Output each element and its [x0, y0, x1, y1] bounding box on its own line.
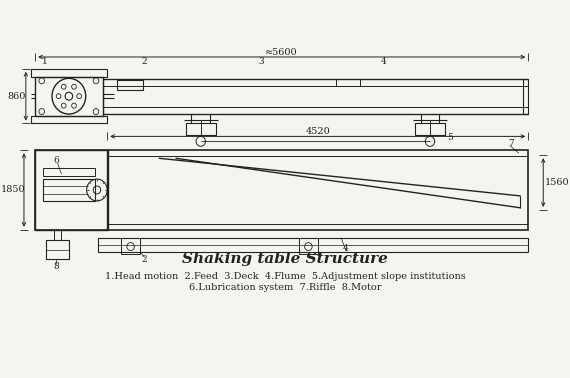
Text: 7: 7 — [508, 139, 514, 148]
Text: 5: 5 — [447, 133, 454, 142]
Bar — [31, 69, 107, 77]
Text: 2: 2 — [142, 57, 148, 67]
Bar — [186, 124, 216, 135]
Text: 4: 4 — [343, 244, 349, 253]
Bar — [98, 238, 528, 251]
Bar — [31, 116, 107, 124]
Bar — [117, 80, 143, 90]
Text: ≈5600: ≈5600 — [266, 48, 298, 57]
Bar — [336, 79, 360, 86]
Text: 3: 3 — [259, 57, 264, 67]
Bar — [523, 79, 528, 113]
Text: Shaking table Structure: Shaking table Structure — [182, 253, 388, 266]
Bar — [299, 238, 317, 254]
Bar — [35, 150, 528, 230]
Text: 6.Lubrication system  7.Riffle  8.Motor: 6.Lubrication system 7.Riffle 8.Motor — [189, 283, 381, 292]
Bar — [35, 77, 103, 116]
Bar — [43, 179, 95, 201]
Text: 2: 2 — [142, 255, 148, 264]
Bar — [43, 168, 95, 176]
Text: 860: 860 — [7, 92, 26, 101]
Text: 8: 8 — [53, 262, 59, 271]
Text: 1560: 1560 — [545, 178, 569, 187]
Bar — [35, 150, 108, 230]
Text: 4: 4 — [380, 57, 386, 67]
Bar — [415, 124, 445, 135]
Text: 1: 1 — [42, 57, 47, 67]
Text: 4520: 4520 — [306, 127, 330, 136]
Bar — [121, 238, 140, 254]
Text: 6: 6 — [53, 156, 59, 165]
Text: 1.Head motion  2.Feed  3.Deck  4.Flume  5.Adjustment slope institutions: 1.Head motion 2.Feed 3.Deck 4.Flume 5.Ad… — [105, 272, 465, 281]
Text: 1850: 1850 — [1, 186, 25, 195]
Bar — [46, 240, 69, 259]
